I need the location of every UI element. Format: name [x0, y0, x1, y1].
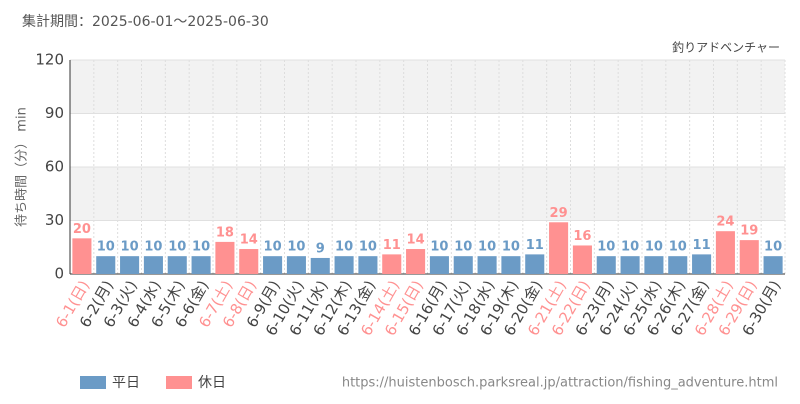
value-label: 18: [216, 225, 234, 240]
bar: [239, 249, 259, 274]
bar: [215, 241, 235, 274]
value-label: 10: [645, 240, 663, 255]
bar: [453, 256, 473, 274]
value-label: 14: [407, 233, 425, 248]
y-tick-label: 0: [54, 265, 64, 283]
legend-swatch: [80, 376, 106, 389]
bar: [286, 256, 306, 274]
y-axis-label: 待ち時間（分） min: [15, 107, 30, 227]
bar: [310, 257, 330, 274]
bar: [143, 256, 163, 274]
bar: [644, 256, 664, 274]
bar: [263, 256, 283, 274]
chart-subtitle: 釣りアドベンチャー: [672, 40, 780, 55]
legend-label: 休日: [198, 375, 226, 391]
bar: [72, 238, 92, 274]
y-tick-label: 120: [35, 51, 64, 69]
value-label: 10: [121, 240, 139, 255]
value-label: 10: [478, 240, 496, 255]
value-label: 9: [316, 241, 325, 256]
value-label: 16: [573, 229, 591, 244]
bar: [477, 256, 497, 274]
value-label: 24: [716, 215, 734, 230]
value-label: 11: [526, 238, 544, 253]
period: 集計期間：2025-06-01～2025-06-30: [22, 13, 269, 30]
value-label: 10: [97, 240, 115, 255]
bar: [525, 254, 545, 274]
value-label: 10: [597, 240, 615, 255]
y-tick-label: 60: [45, 158, 64, 176]
bar: [382, 254, 402, 274]
bar: [429, 256, 449, 274]
value-label: 11: [383, 238, 401, 253]
value-label: 10: [264, 240, 282, 255]
bar: [620, 256, 640, 274]
source-url: https://huistenbosch.parksreal.jp/attrac…: [342, 376, 778, 391]
bar: [763, 256, 783, 274]
bar: [596, 256, 616, 274]
value-label: 19: [740, 224, 758, 239]
bar: [96, 256, 116, 274]
y-tick-label: 30: [45, 211, 64, 229]
value-label: 10: [430, 240, 448, 255]
value-label: 10: [144, 240, 162, 255]
bar: [572, 245, 592, 274]
bar: [334, 256, 354, 274]
bar: [692, 254, 712, 274]
value-label: 10: [192, 240, 210, 255]
legend-swatch: [166, 376, 192, 389]
bar: [167, 256, 187, 274]
value-label: 10: [335, 240, 353, 255]
value-label: 14: [240, 233, 258, 248]
legend-label: 平日: [112, 375, 140, 391]
bar: [549, 222, 569, 274]
value-label: 10: [621, 240, 639, 255]
value-label: 10: [669, 240, 687, 255]
y-tick-label: 90: [45, 104, 64, 122]
bar: [358, 256, 378, 274]
bar: [406, 249, 426, 274]
value-label: 10: [454, 240, 472, 255]
bar: [668, 256, 688, 274]
bar: [120, 256, 140, 274]
value-label: 20: [73, 222, 91, 237]
bar: [191, 256, 211, 274]
value-label: 10: [168, 240, 186, 255]
bar: [501, 256, 521, 274]
bar: [739, 240, 759, 274]
value-label: 11: [693, 238, 711, 253]
value-label: 10: [287, 240, 305, 255]
value-label: 10: [502, 240, 520, 255]
value-label: 29: [550, 206, 568, 221]
value-label: 10: [764, 240, 782, 255]
bar: [715, 231, 735, 274]
value-label: 10: [359, 240, 377, 255]
